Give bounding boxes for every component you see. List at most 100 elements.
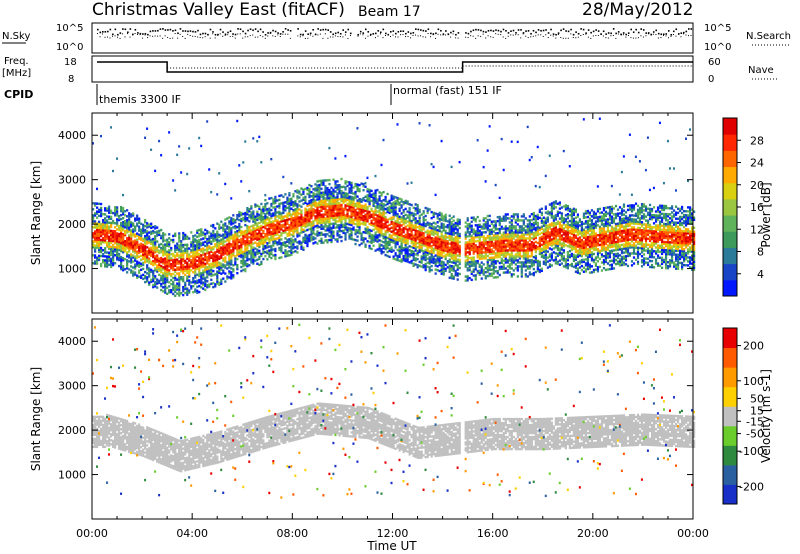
power-pixel	[404, 259, 407, 263]
power-pixel	[416, 257, 419, 261]
nsearch-point	[139, 34, 141, 36]
power-pixel	[340, 223, 343, 227]
power-pixel	[268, 223, 271, 226]
nsky-point	[687, 28, 690, 30]
power-pixel	[164, 291, 167, 294]
power-pixel	[144, 234, 147, 238]
power-pixel	[396, 248, 399, 252]
power-pixel	[226, 225, 229, 228]
power-pixel	[110, 239, 113, 243]
power-pixel	[328, 200, 331, 204]
power-pixel	[318, 211, 321, 215]
power-pixel	[344, 232, 347, 235]
power-pixel	[130, 245, 133, 248]
power-pixel	[432, 233, 435, 237]
power-pixel	[412, 228, 415, 231]
power-pixel	[102, 219, 105, 222]
power-pixel	[234, 245, 237, 248]
power-pixel	[336, 224, 339, 227]
power-pixel	[294, 238, 297, 241]
power-pixel	[366, 206, 369, 209]
power-pixel	[336, 202, 339, 205]
power-pixel	[282, 229, 285, 233]
power-pixel	[478, 249, 481, 253]
power-pixel	[340, 185, 343, 189]
power-pixel	[278, 206, 281, 210]
power-pixel	[116, 248, 119, 251]
power-pixel	[350, 205, 353, 209]
power-pixel	[162, 278, 165, 281]
power-pixel	[410, 239, 413, 243]
power-pixel	[120, 229, 123, 233]
power-pixel	[434, 242, 437, 245]
power-pixel	[414, 253, 417, 256]
power-pixel	[248, 258, 251, 261]
power-pixel	[208, 257, 211, 260]
power-pixel	[400, 228, 403, 231]
power-pixel	[304, 225, 307, 229]
power-pixel	[176, 252, 179, 255]
power-pixel	[226, 227, 229, 230]
power-pixel	[248, 264, 251, 267]
power-pixel	[468, 226, 471, 230]
power-pixel	[332, 232, 335, 235]
nsky-point	[222, 31, 224, 33]
power-pixel	[148, 235, 151, 238]
power-pixel	[266, 228, 269, 231]
power-pixel	[350, 229, 353, 233]
power-pixel	[458, 266, 461, 270]
power-pixel	[382, 237, 385, 240]
power-pixel	[274, 217, 277, 221]
power-pixel	[380, 194, 383, 197]
nsky-point	[139, 32, 142, 35]
nsearch-point	[532, 35, 534, 37]
power-pixel	[276, 231, 279, 234]
power-pixel	[272, 236, 275, 239]
power-pixel	[286, 232, 289, 235]
power-pixel	[246, 265, 249, 268]
nsearch-point	[580, 35, 582, 37]
power-pixel	[330, 238, 333, 242]
power-pixel	[248, 216, 251, 219]
power-pixel	[418, 240, 421, 244]
power-pixel	[236, 251, 239, 255]
power-pixel	[390, 204, 393, 207]
power-pixel	[230, 245, 233, 248]
power-pixel	[348, 197, 351, 200]
power-pixel	[402, 237, 405, 240]
power-pixel	[202, 281, 205, 284]
power-pixel	[302, 238, 305, 241]
power-pixel	[148, 275, 151, 278]
power-pixel	[114, 234, 117, 237]
power-pixel	[378, 207, 381, 210]
power-pixel	[242, 250, 245, 254]
power-pixel	[278, 198, 281, 202]
power-pixel	[200, 256, 203, 259]
power-pixel	[418, 242, 421, 246]
nsearch-point	[194, 35, 196, 37]
power-pixel	[466, 277, 469, 280]
power-pixel	[470, 224, 473, 228]
power-pixel	[338, 190, 341, 193]
power-pixel	[368, 210, 371, 214]
power-pixel	[106, 209, 109, 212]
power-pixel	[494, 228, 497, 231]
power-pixel	[450, 233, 453, 236]
power-pixel	[250, 225, 253, 228]
power-pixel	[480, 269, 483, 272]
power-pixel	[278, 204, 281, 208]
power-pixel	[426, 211, 429, 214]
nsky-point	[545, 29, 547, 31]
power-pixel	[324, 219, 327, 222]
power-pixel	[232, 242, 235, 245]
power-pixel	[412, 238, 415, 241]
power-pixel	[308, 227, 311, 231]
power-pixel	[172, 252, 175, 256]
power-pixel	[244, 253, 247, 257]
power-pixel	[258, 213, 261, 217]
nsky-tick-bottom: 10^0	[56, 42, 83, 53]
power-pixel	[172, 276, 175, 280]
power-pixel	[422, 266, 425, 269]
power-pixel	[440, 226, 443, 229]
power-pixel	[468, 250, 471, 254]
